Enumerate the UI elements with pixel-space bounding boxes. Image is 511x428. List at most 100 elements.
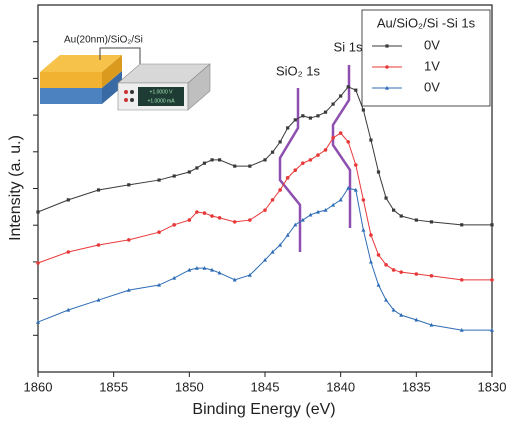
data-point	[429, 220, 434, 224]
data-point	[278, 242, 283, 247]
sample-gold-side	[102, 55, 122, 88]
data-point	[270, 198, 275, 202]
data-point	[96, 188, 101, 192]
data-point	[459, 278, 464, 282]
data-point	[429, 274, 434, 278]
data-point	[195, 210, 199, 214]
data-point	[210, 158, 214, 162]
annotation: SiO₂ 1s	[276, 63, 321, 78]
data-point	[194, 265, 199, 270]
data-point	[195, 166, 199, 170]
data-point	[217, 270, 222, 275]
sample-gold	[40, 72, 102, 88]
data-point	[323, 110, 328, 114]
data-point	[331, 202, 336, 207]
data-point	[308, 158, 313, 162]
data-point	[399, 214, 403, 218]
data-point	[369, 138, 373, 142]
data-point	[187, 267, 192, 272]
series-line	[37, 86, 492, 226]
data-point	[392, 208, 396, 212]
data-point	[210, 267, 215, 272]
data-point	[66, 250, 71, 254]
data-point	[36, 261, 40, 265]
data-point	[315, 209, 320, 214]
legend-label: 0V	[424, 37, 440, 52]
data-point	[202, 211, 207, 215]
data-point	[247, 272, 252, 277]
data-point	[187, 170, 191, 174]
data-point	[300, 217, 305, 222]
data-point	[308, 212, 313, 217]
data-point	[414, 218, 418, 222]
data-point	[285, 176, 290, 180]
data-point	[490, 327, 494, 332]
data-point	[126, 287, 131, 292]
meter-port	[124, 90, 128, 94]
data-point	[202, 161, 207, 165]
data-point	[384, 196, 388, 200]
x-tick-label: 1855	[99, 379, 128, 394]
data-point	[384, 263, 388, 267]
data-point	[361, 227, 366, 232]
data-point	[248, 218, 252, 222]
data-point	[232, 277, 237, 282]
data-point	[270, 150, 275, 154]
data-point	[270, 249, 275, 254]
data-point	[232, 220, 237, 224]
peak-guide	[331, 65, 352, 228]
y-axis-title: Intensity (a. u.)	[7, 135, 24, 241]
data-point	[338, 197, 343, 202]
data-point	[172, 275, 177, 280]
data-point	[316, 114, 320, 118]
meter-port	[124, 98, 128, 102]
annotation: Si 1s	[334, 39, 363, 54]
legend-marker	[385, 85, 389, 90]
data-point	[96, 297, 101, 302]
data-point	[157, 230, 161, 234]
data-point	[293, 222, 298, 227]
data-point	[376, 253, 381, 257]
sample-substrate	[40, 88, 102, 104]
wire	[99, 47, 141, 75]
series-line	[37, 187, 492, 331]
x-tick-label: 1835	[402, 379, 431, 394]
data-point	[460, 223, 464, 227]
x-axis-title: Binding Energy (eV)	[192, 401, 335, 418]
data-point	[376, 282, 381, 287]
data-point	[157, 282, 162, 287]
data-point	[36, 319, 40, 324]
series	[36, 85, 494, 227]
meter-reading: +1.0000 mA	[147, 98, 175, 104]
data-point	[369, 233, 373, 237]
data-point	[157, 178, 161, 182]
data-point	[301, 161, 305, 165]
data-point	[172, 223, 176, 227]
data-point	[308, 116, 312, 120]
legend-marker	[385, 65, 389, 69]
sample-substrate-side	[102, 71, 122, 104]
data-point	[217, 216, 222, 220]
x-tick-label: 1845	[251, 379, 280, 394]
data-point	[338, 131, 343, 135]
legend-label: 0V	[424, 79, 440, 94]
peak-guide	[278, 88, 302, 252]
data-point	[346, 85, 350, 89]
data-point	[202, 265, 207, 270]
data-point	[278, 140, 282, 144]
x-tick-label: 1860	[24, 379, 53, 394]
data-point	[353, 187, 358, 192]
meter-display	[138, 87, 184, 106]
data-point	[346, 140, 351, 144]
data-point	[459, 327, 464, 332]
legend-box	[361, 9, 491, 107]
data-point	[293, 118, 297, 122]
data-point	[354, 88, 358, 92]
data-point	[172, 174, 176, 178]
data-point	[66, 307, 71, 312]
data-point	[278, 188, 282, 192]
inset-illustration: Au(20nm)/SiO₂/Si +1.0000 V +1.0000 mA	[40, 35, 211, 111]
data-point	[66, 198, 70, 202]
data-point	[218, 158, 222, 162]
